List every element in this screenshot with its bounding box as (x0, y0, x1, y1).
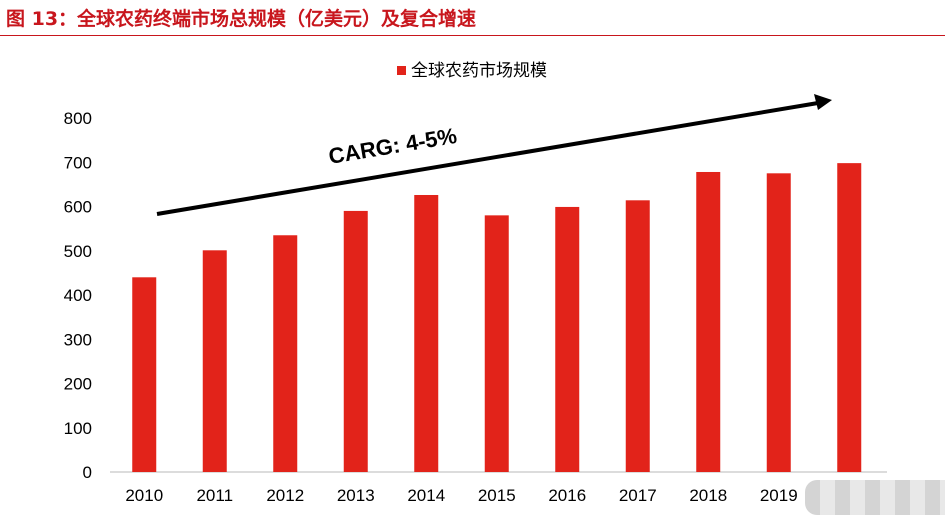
y-tick-label: 0 (83, 463, 92, 482)
y-tick-label: 700 (64, 153, 92, 172)
x-tick-label: 2015 (478, 486, 516, 505)
x-tick-label: 2017 (619, 486, 657, 505)
bar-2013 (343, 210, 368, 473)
trend-arrow (156, 101, 819, 216)
y-tick-label: 100 (64, 419, 92, 438)
legend-swatch (397, 66, 406, 75)
watermark (805, 480, 945, 515)
bar-2012 (273, 235, 298, 472)
y-tick-label: 300 (64, 330, 92, 349)
x-tick-label: 2013 (337, 486, 375, 505)
y-tick-label: 400 (64, 286, 92, 305)
figure-title: 图 13：全球农药终端市场总规模（亿美元）及复合增速 (6, 8, 477, 30)
bar-2016 (555, 206, 580, 472)
x-tick-label: 2016 (548, 486, 586, 505)
bar-2019 (766, 173, 791, 472)
bar-2018 (696, 171, 721, 473)
bar-2014 (414, 194, 439, 472)
y-tick-label: 800 (64, 109, 92, 128)
bar-2010 (132, 277, 157, 472)
y-tick-label: 600 (64, 198, 92, 217)
x-tick-label: 2011 (196, 486, 233, 505)
bar-2017 (625, 200, 650, 472)
x-tick-label: 2019 (760, 486, 798, 505)
y-tick-label: 200 (64, 375, 92, 394)
bar-2011 (202, 250, 227, 472)
x-tick-label: 2018 (689, 486, 727, 505)
bar-2015 (484, 215, 509, 472)
x-tick-label: 2014 (407, 486, 445, 505)
x-tick-label: 2012 (266, 486, 304, 505)
title-rule (0, 35, 945, 36)
cagr-annotation: CARG: 4-5% (327, 123, 459, 169)
x-tick-label: 2010 (125, 486, 163, 505)
arrow-head-icon (814, 94, 832, 110)
legend-label: 全球农药市场规模 (411, 61, 547, 80)
bar-last (837, 163, 862, 472)
y-tick-label: 500 (64, 242, 92, 261)
